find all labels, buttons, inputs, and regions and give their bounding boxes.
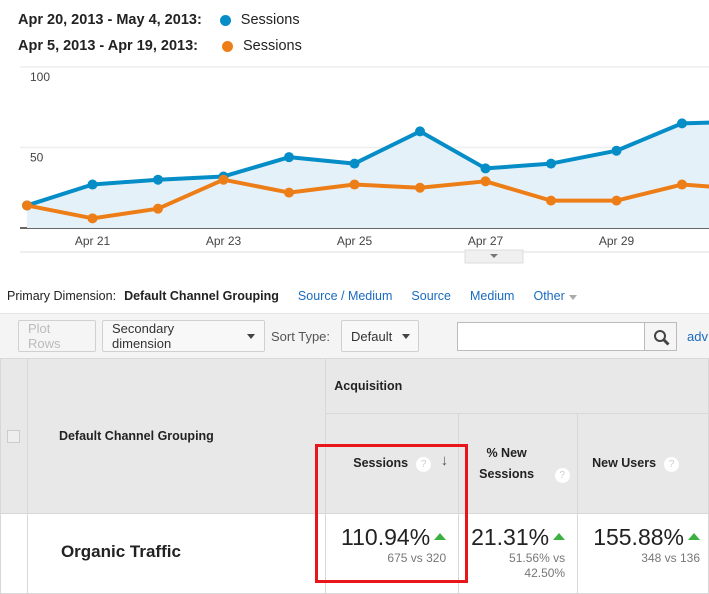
data-point [349, 179, 360, 190]
new-users-column-header[interactable]: New Users? [577, 413, 709, 514]
arrow-up-icon [688, 533, 700, 540]
search-button[interactable] [644, 322, 677, 351]
row-checkbox-cell [0, 513, 28, 594]
data-point [611, 195, 622, 206]
new-sessions-header-label: % New Sessions [479, 445, 535, 481]
primary-dimension-bar: Primary Dimension: Default Channel Group… [7, 289, 615, 303]
data-point [415, 126, 425, 137]
search-icon [654, 330, 670, 346]
other-label: Other [533, 289, 565, 303]
new-sessions-pct: 21.31% [471, 524, 550, 550]
table-toolbar: Plot Rows Secondary dimension Sort Type:… [0, 313, 709, 358]
data-point [415, 182, 425, 193]
legend-range: Apr 5, 2013 - Apr 19, 2013: [18, 38, 198, 54]
x-tick-label: Apr 29 [599, 234, 635, 248]
highlight-box [315, 444, 468, 583]
dimension-active: Default Channel Grouping [124, 289, 279, 303]
data-point [87, 179, 98, 190]
secondary-dimension-dropdown[interactable]: Secondary dimension [102, 320, 265, 352]
select-all-checkbox[interactable] [7, 429, 21, 443]
chevron-down-icon [402, 333, 411, 339]
help-icon[interactable]: ? [664, 456, 680, 472]
data-point [546, 158, 556, 169]
legend-series: Sessions [240, 12, 300, 28]
dimension-link-medium[interactable]: Medium [470, 289, 515, 303]
dimension-link-other[interactable]: Other [533, 289, 595, 303]
y-tick-label: 50 [30, 151, 44, 165]
sort-arrow-down-icon: ↓ [440, 452, 449, 469]
legend-range: Apr 20, 2013 - May 4, 2013: [18, 12, 202, 28]
secondary-label: Secondary dimension [112, 321, 175, 351]
x-tick-label: Apr 25 [337, 234, 373, 248]
data-point [611, 145, 622, 156]
data-point [153, 174, 163, 185]
new-sessions-cell: 21.31% 51.56% vs 42.50% [458, 513, 579, 594]
series-line-0 [26, 120, 709, 208]
sessions-compare: 675 vs 320 [387, 551, 447, 565]
new-users-pct: 155.88% [593, 524, 684, 550]
advanced-link[interactable]: adv [687, 329, 708, 344]
help-icon[interactable]: ? [554, 467, 570, 483]
data-point [677, 118, 687, 129]
x-tick-label: Apr 27 [468, 234, 504, 248]
table-search-input[interactable] [457, 322, 645, 351]
x-tick-label: Apr 23 [206, 234, 242, 248]
new-users-cell: 155.88% 348 vs 136 [577, 513, 709, 594]
select-all-cell [0, 358, 28, 514]
new-sessions-column-header[interactable]: % New Sessions? [458, 413, 579, 514]
sort-value: Default [351, 328, 393, 344]
chevron-down-icon [490, 254, 498, 258]
dimension-column-header: Default Channel Grouping [26, 358, 327, 514]
data-point [284, 187, 294, 198]
help-icon[interactable]: ? [416, 456, 432, 472]
dimension-link-source[interactable]: Source [411, 289, 452, 303]
data-point [349, 158, 360, 169]
chevron-down-icon [568, 295, 577, 300]
series-area [27, 122, 709, 228]
data-point [218, 174, 229, 185]
data-point [546, 195, 556, 206]
data-point [677, 179, 687, 190]
sort-type-dropdown[interactable]: Default [341, 320, 419, 352]
legend-dot-icon [219, 14, 231, 26]
sessions-header-label: Sessions [353, 455, 409, 470]
y-tick-label: 100 [30, 70, 50, 84]
plot-rows-button[interactable]: Plot Rows [18, 320, 96, 352]
new-users-compare: 348 vs 136 [641, 551, 700, 565]
legend-series: Sessions [243, 38, 302, 54]
table-row: Organic Traffic 110.94% 675 vs 320 21.31%… [0, 513, 709, 594]
legend-current: Apr 20, 2013 - May 4, 2013: Sessions [18, 12, 300, 28]
legend-dot-icon [222, 40, 233, 52]
data-point [284, 152, 294, 163]
sessions-column-header[interactable]: Sessions? ↓ [325, 413, 460, 514]
series-line-1 [26, 177, 709, 221]
primary-dimension-label: Primary Dimension: [7, 289, 117, 303]
legend-previous: Apr 5, 2013 - Apr 19, 2013: Sessions [18, 38, 302, 54]
acquisition-group-header: Acquisition [325, 358, 709, 414]
x-tick-label: Apr 21 [75, 234, 111, 248]
arrow-up-icon [553, 533, 566, 540]
new-users-header-label: New Users [592, 455, 657, 470]
sessions-chart: 50 100 Apr 21 Apr 23 Apr 25 Apr 27 Apr 29 [20, 66, 709, 264]
dimension-link-source-medium[interactable]: Source / Medium [297, 289, 393, 303]
sessions-pct: 110.94% [341, 524, 431, 550]
data-point [153, 203, 163, 214]
new-sessions-compare: 51.56% vs 42.50% [509, 551, 566, 580]
data-point [480, 176, 491, 187]
chevron-down-icon [247, 333, 255, 339]
data-table: Default Channel Grouping Acquisition Ses… [0, 358, 709, 594]
row-dimension-value[interactable]: Organic Traffic [26, 513, 327, 594]
data-point [87, 213, 98, 224]
arrow-up-icon [434, 533, 447, 540]
sort-type-label: Sort Type: [271, 329, 331, 344]
data-point [480, 163, 491, 174]
data-point [22, 200, 32, 211]
